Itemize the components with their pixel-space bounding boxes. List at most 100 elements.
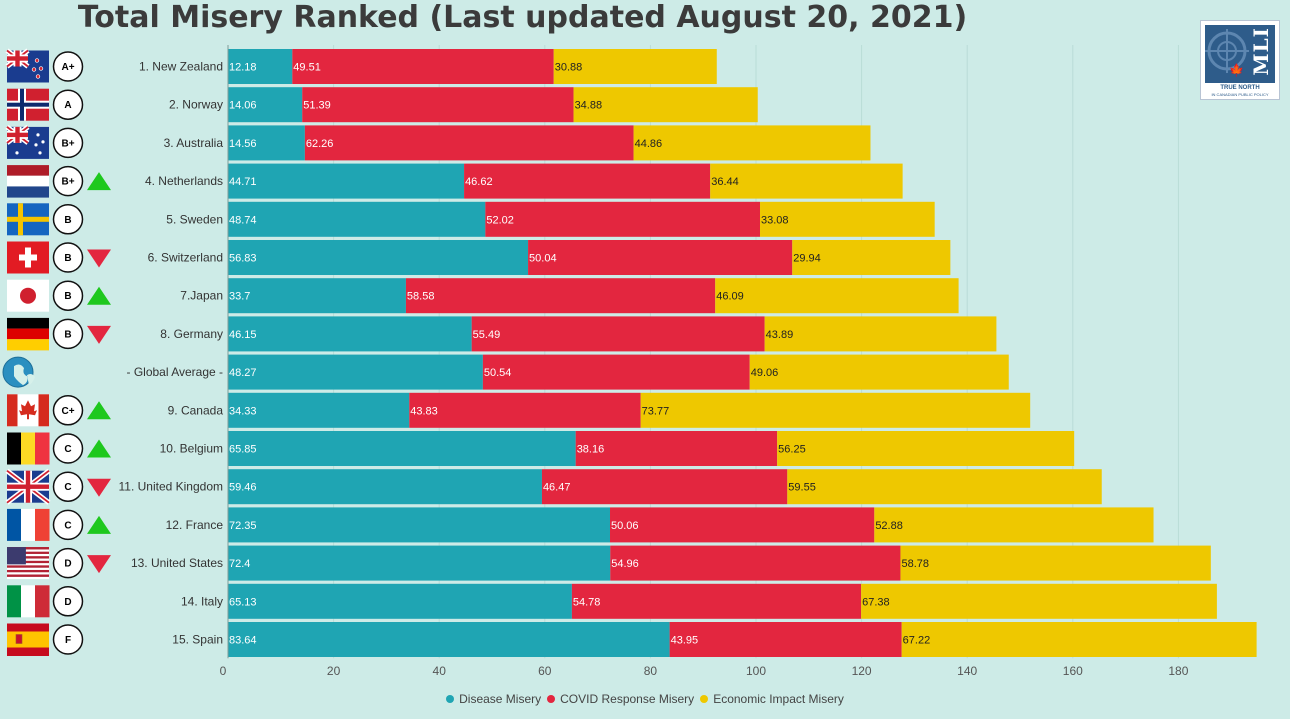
grade-badge: D	[52, 547, 84, 579]
chart-title: Total Misery Ranked (Last updated August…	[77, 0, 968, 35]
bar-disease	[228, 392, 410, 428]
grade-badge: B	[52, 204, 84, 235]
data-label-covid: 49.51	[293, 62, 321, 74]
grade-badge: C	[52, 471, 84, 502]
bar-covid	[541, 469, 788, 505]
flag-globe-icon	[2, 356, 35, 388]
bar-disease	[228, 431, 576, 466]
data-label-disease: 12.18	[229, 62, 257, 74]
data-label-economic: 36.44	[711, 176, 739, 188]
grade-label: F	[65, 635, 71, 646]
trend-arrows	[87, 172, 111, 574]
grade-badge: B+	[52, 165, 84, 197]
data-label-disease: 56.83	[229, 253, 257, 265]
category-label: 1. New Zealand	[139, 60, 223, 74]
data-label-disease: 72.4	[229, 558, 250, 570]
data-label-economic: 56.25	[778, 444, 806, 456]
bar-economic	[900, 545, 1211, 581]
data-label-economic: 30.88	[555, 62, 583, 74]
legend-swatch	[446, 695, 455, 703]
category-label: 7.Japan	[180, 289, 223, 303]
trend-up-icon	[87, 286, 111, 305]
flag-united-states	[7, 547, 49, 580]
bar-disease	[228, 240, 529, 275]
logo-tagline: TRUE NORTH	[1220, 85, 1260, 91]
grade-label: B+	[61, 177, 74, 188]
x-tick-label: 20	[327, 664, 341, 678]
category-label: - Global Average -	[127, 365, 224, 379]
flag-united-kingdom	[5, 468, 51, 505]
x-tick-label: 140	[957, 664, 977, 678]
logo-mark: MLI	[1249, 27, 1273, 76]
data-label-disease: 59.46	[229, 482, 257, 494]
grade-label: B	[64, 215, 71, 226]
bar-disease	[228, 545, 611, 581]
legend-item-economic[interactable]: Economic Impact Misery	[700, 692, 844, 706]
grade-badge: B	[52, 318, 84, 350]
data-label-disease: 48.74	[229, 214, 257, 226]
category-label: 9. Canada	[168, 403, 224, 417]
data-label-disease: 14.56	[229, 138, 257, 150]
legend: Disease Misery COVID Response Misery Econo…	[0, 692, 1290, 706]
data-label-economic: 46.09	[716, 291, 744, 303]
grade-label: B+	[61, 138, 74, 149]
bar-covid	[471, 316, 765, 352]
data-label-economic: 58.78	[901, 558, 929, 570]
category-label: 2. Norway	[169, 98, 223, 112]
data-label-disease: 46.15	[229, 329, 257, 341]
data-label-economic: 33.08	[761, 214, 789, 226]
bar-economic	[787, 469, 1102, 505]
bar-economic	[633, 125, 871, 161]
category-label: 14. Italy	[181, 594, 223, 608]
bar-disease	[228, 125, 305, 161]
category-label: 5. Sweden	[166, 212, 223, 226]
bar-covid	[575, 431, 778, 466]
bar-economic	[777, 431, 1075, 466]
grade-badge: C	[52, 433, 84, 464]
mli-logo: MLI 🍁 TRUE NORTH IN CANADIAN PUBLIC POLI…	[1200, 20, 1280, 100]
data-label-covid: 50.04	[529, 253, 557, 265]
bar-disease	[228, 469, 542, 505]
trend-up-icon	[87, 439, 111, 458]
x-tick-label: 120	[852, 664, 872, 678]
data-label-covid: 52.02	[486, 214, 514, 226]
bar-disease	[228, 278, 406, 314]
grade-label: C	[64, 482, 71, 493]
data-label-covid: 54.96	[611, 558, 639, 570]
category-label: 6. Switzerland	[148, 251, 223, 265]
flag-japan	[7, 279, 49, 312]
maple-leaf-icon: 🍁	[1229, 63, 1244, 77]
legend-swatch	[547, 695, 556, 703]
data-label-disease: 72.35	[229, 520, 257, 532]
data-label-economic: 73.77	[642, 405, 670, 417]
bar-disease	[228, 354, 483, 390]
flag-germany	[7, 317, 49, 351]
logo-panel: MLI 🍁	[1205, 25, 1275, 83]
data-label-covid: 43.95	[671, 635, 699, 647]
logo-subtagline: IN CANADIAN PUBLIC POLICY	[1211, 92, 1269, 97]
grades-column: A+ A B+ B+ B B B B C+ C C C D D F	[52, 51, 84, 655]
flag-spain	[7, 623, 49, 656]
data-label-disease: 65.13	[229, 596, 257, 608]
bar-disease	[228, 49, 293, 84]
bar-covid	[409, 392, 641, 428]
bar-economic	[710, 163, 903, 199]
trend-up-icon	[87, 401, 111, 420]
x-tick-label: 40	[433, 664, 447, 678]
data-label-economic: 52.88	[875, 520, 903, 532]
flag-sweden	[7, 203, 49, 236]
data-label-covid: 38.16	[577, 444, 605, 456]
legend-item-disease[interactable]: Disease Misery	[446, 692, 541, 706]
trend-up-icon	[87, 515, 111, 534]
trend-down-icon	[87, 478, 111, 497]
bar-economic	[901, 622, 1257, 657]
bar-covid	[669, 622, 902, 657]
flags-column	[2, 48, 51, 656]
bar-covid	[485, 201, 761, 237]
category-label: 11. United Kingdom	[118, 480, 223, 494]
bar-disease	[228, 622, 670, 657]
legend-item-covid[interactable]: COVID Response Misery	[547, 692, 694, 706]
grade-label: B	[64, 253, 71, 264]
bar-disease	[228, 201, 486, 237]
flag-norway	[7, 88, 49, 121]
